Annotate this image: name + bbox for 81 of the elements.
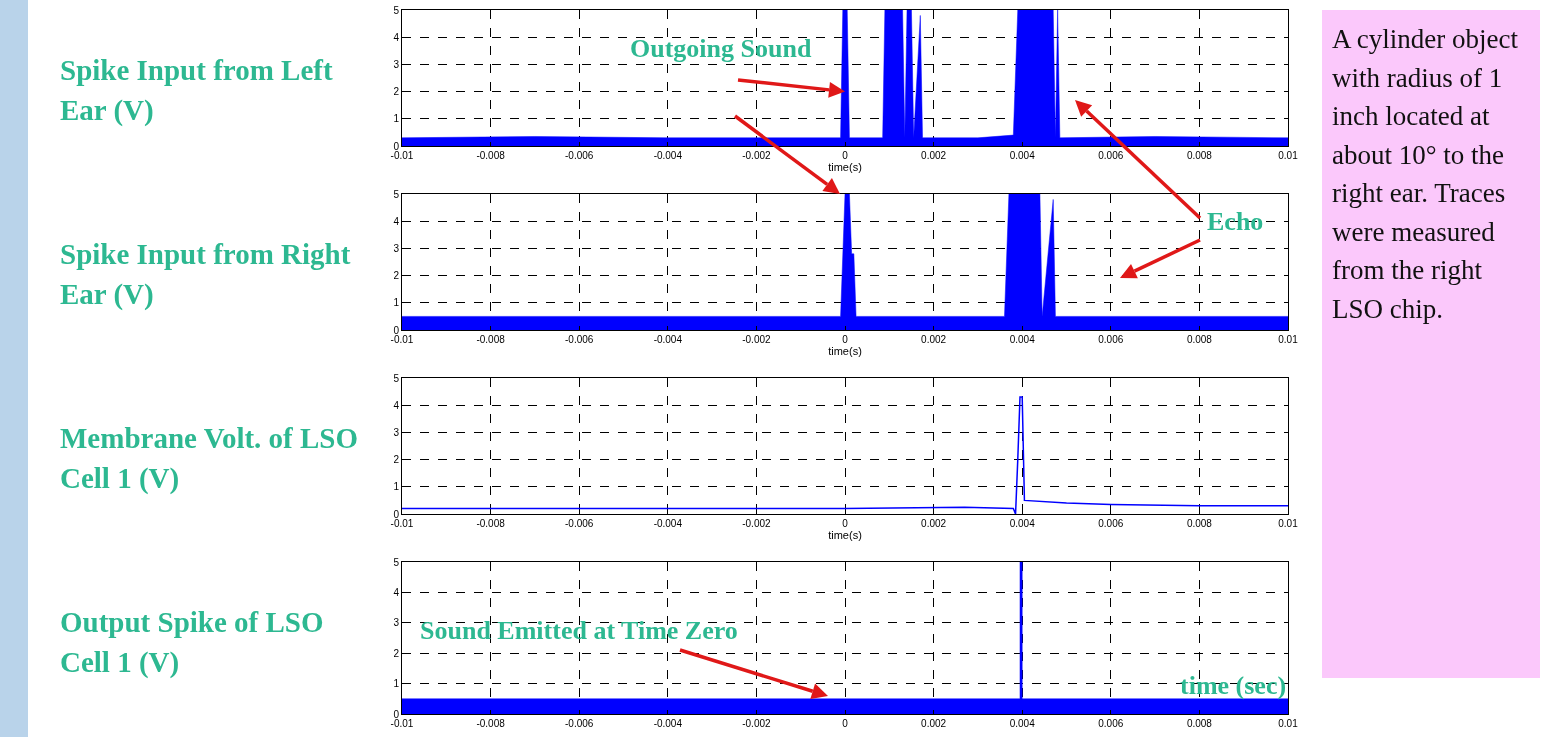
x-tick-label: 0.01 bbox=[1278, 150, 1299, 161]
y-tick-label: 5 bbox=[393, 188, 400, 200]
x-tick-label: 0.004 bbox=[1009, 518, 1036, 529]
x-tick-label: 0.01 bbox=[1278, 518, 1299, 529]
y-tick-label: 2 bbox=[393, 647, 400, 659]
y-tick-label: 2 bbox=[393, 270, 400, 282]
text: A cylinder object with radius of 1 inch located at about 10° to the right ear. Traces were measured from the right LSO chip. bbox=[1332, 23, 1519, 326]
y-tick-label: 0 bbox=[393, 708, 400, 720]
annotation: time (sec) bbox=[1180, 671, 1287, 700]
x-tick-label: 0 bbox=[842, 718, 849, 729]
x-tick-label: 0.008 bbox=[1186, 150, 1213, 161]
x-tick-label: 0.002 bbox=[921, 518, 947, 529]
x-tick-label: -0.002 bbox=[742, 718, 772, 729]
x-tick-label: -0.006 bbox=[565, 718, 594, 729]
x-tick-label: -0.01 bbox=[390, 334, 414, 345]
x-axis-title: time(s) bbox=[828, 345, 862, 357]
x-tick-label: -0.002 bbox=[742, 334, 772, 345]
x-axis-title: time(s) bbox=[828, 161, 862, 173]
x-tick-label: -0.008 bbox=[476, 518, 506, 529]
y-tick-label: 4 bbox=[393, 31, 400, 43]
y-tick-label: 0 bbox=[393, 508, 400, 520]
y-tick-label: 5 bbox=[393, 4, 400, 16]
x-tick-label: 0.002 bbox=[921, 150, 947, 161]
x-tick-label: 0.006 bbox=[1098, 150, 1124, 161]
y-tick-label: 3 bbox=[393, 58, 400, 70]
x-tick-label: 0.004 bbox=[1009, 150, 1036, 161]
y-tick-label: 4 bbox=[393, 586, 400, 598]
y-tick-label: 5 bbox=[393, 372, 400, 384]
x-tick-label: -0.006 bbox=[565, 150, 594, 161]
x-tick-label: -0.004 bbox=[653, 334, 683, 345]
x-tick-label: -0.01 bbox=[390, 518, 414, 529]
y-tick-label: 1 bbox=[393, 481, 400, 493]
x-axis-title: time(s) bbox=[828, 529, 862, 541]
x-tick-label: -0.002 bbox=[742, 518, 772, 529]
x-tick-label: 0.006 bbox=[1098, 718, 1124, 729]
x-tick-label: -0.008 bbox=[476, 150, 506, 161]
x-tick-label: -0.006 bbox=[565, 334, 594, 345]
x-tick-label: 0.008 bbox=[1186, 718, 1213, 729]
x-tick-label: -0.008 bbox=[476, 334, 506, 345]
x-tick-label: 0.004 bbox=[1009, 334, 1036, 345]
y-tick-label: 2 bbox=[393, 86, 400, 98]
x-tick-label: 0.002 bbox=[921, 334, 947, 345]
x-tick-label: 0.008 bbox=[1186, 518, 1213, 529]
x-tick-label: 0.008 bbox=[1186, 334, 1213, 345]
line-series bbox=[402, 396, 1288, 514]
x-tick-label: -0.01 bbox=[390, 150, 414, 161]
x-tick-label: 0.01 bbox=[1278, 334, 1299, 345]
y-tick-label: 3 bbox=[393, 617, 400, 629]
y-tick-label: 3 bbox=[393, 426, 400, 438]
x-tick-label: -0.002 bbox=[742, 150, 772, 161]
x-tick-label: 0.004 bbox=[1009, 718, 1036, 729]
y-tick-label: 5 bbox=[393, 556, 400, 568]
y-axis-title: Output Spike of LSO Cell 1 (V) bbox=[60, 605, 325, 680]
annotation: Echo bbox=[1207, 207, 1264, 236]
y-tick-label: 1 bbox=[393, 113, 400, 125]
y-tick-label: 1 bbox=[393, 297, 400, 309]
y-tick-label: 3 bbox=[393, 242, 400, 254]
x-tick-label: 0.002 bbox=[921, 718, 947, 729]
x-tick-label: 0 bbox=[842, 334, 849, 345]
x-tick-label: 0.01 bbox=[1278, 718, 1299, 729]
y-tick-label: 1 bbox=[393, 678, 400, 690]
y-axis-title: Membrane Volt. of LSO Cell 1 (V) bbox=[60, 421, 360, 496]
y-tick-label: 0 bbox=[393, 140, 400, 152]
annotation: Outgoing Sound bbox=[630, 34, 812, 63]
y-tick-label: 4 bbox=[393, 399, 400, 411]
y-axis-title: Spike Input from Right Ear (V) bbox=[60, 237, 352, 312]
x-tick-label: -0.008 bbox=[476, 718, 506, 729]
y-tick-label: 0 bbox=[393, 324, 400, 336]
x-tick-label: 0 bbox=[842, 518, 849, 529]
y-tick-label: 4 bbox=[393, 215, 400, 227]
x-tick-label: -0.004 bbox=[653, 718, 683, 729]
x-tick-label: -0.004 bbox=[653, 518, 683, 529]
annotation: Sound Emitted at Time Zero bbox=[420, 616, 738, 645]
x-tick-label: 0 bbox=[842, 150, 849, 161]
x-tick-label: 0.006 bbox=[1098, 518, 1124, 529]
x-tick-label: -0.01 bbox=[390, 718, 414, 729]
x-tick-label: -0.006 bbox=[565, 518, 594, 529]
y-axis-title: Spike Input from Left Ear (V) bbox=[60, 53, 334, 128]
x-tick-label: -0.004 bbox=[653, 150, 683, 161]
x-tick-label: 0.006 bbox=[1098, 334, 1124, 345]
y-tick-label: 2 bbox=[393, 454, 400, 466]
